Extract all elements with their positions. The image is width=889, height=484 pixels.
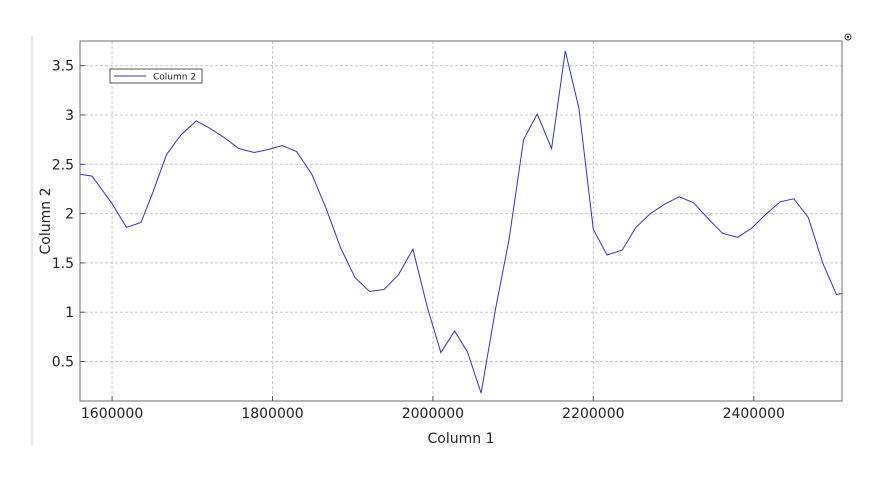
plot-area — [80, 41, 842, 401]
y-gridlines — [80, 65, 842, 363]
y-tick-label: 0.5 — [52, 355, 74, 371]
y-tick-label: 1 — [65, 305, 74, 321]
y-tick-label: 2 — [65, 207, 74, 223]
x-tick-label: 2400000 — [723, 406, 785, 422]
y-tick-label: 1.5 — [52, 256, 74, 272]
x-tick-labels: 1600000 1800000 2000000 2200000 2400000 — [81, 406, 785, 422]
x-ticks — [111, 396, 755, 401]
plot-frame — [79, 40, 843, 402]
y-axis-title: Column 2 — [38, 188, 54, 255]
legend: Column 2 — [109, 68, 203, 84]
y-ticks — [80, 65, 85, 363]
y-tick-label: 3.5 — [52, 59, 74, 75]
x-gridlines — [111, 41, 755, 401]
x-tick-label: 2200000 — [562, 406, 624, 422]
legend-label-column-2: Column 2 — [153, 73, 196, 83]
x-tick-label: 1600000 — [81, 406, 143, 422]
y-tick-label: 3 — [65, 108, 74, 124]
y-tick-labels: 0.5 1 1.5 2 2.5 3 3.5 — [52, 59, 74, 371]
series-group — [80, 50, 842, 394]
x-tick-label: 1800000 — [241, 406, 303, 422]
x-tick-label: 2000000 — [402, 406, 464, 422]
y-tick-label: 2.5 — [52, 157, 74, 173]
series-line-column-2 — [80, 50, 842, 394]
x-axis-title: Column 1 — [428, 431, 495, 447]
legend-box — [109, 68, 203, 84]
corner-marker-icon — [844, 33, 852, 41]
